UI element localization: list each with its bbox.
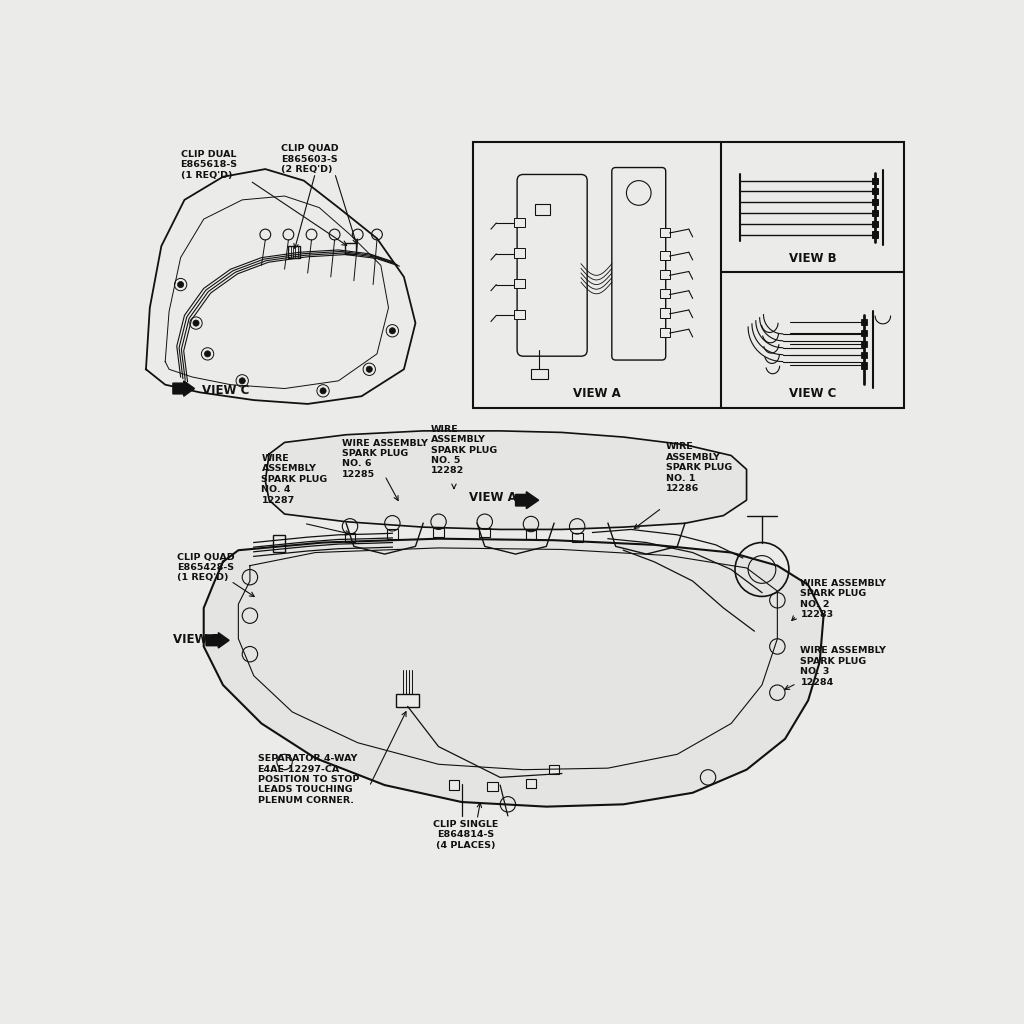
Bar	[860, 330, 866, 336]
Bar	[660, 227, 670, 237]
Bar	[860, 341, 866, 347]
Bar	[571, 532, 583, 542]
Bar	[872, 177, 879, 183]
Circle shape	[177, 282, 183, 288]
Bar	[345, 243, 356, 254]
Bar	[525, 779, 537, 788]
Text: WIRE
ASSEMBLY
SPARK PLUG
NO. 4
12287: WIRE ASSEMBLY SPARK PLUG NO. 4 12287	[261, 454, 328, 505]
Circle shape	[205, 351, 211, 357]
Text: VIEW C: VIEW C	[202, 384, 250, 397]
Circle shape	[367, 367, 373, 373]
Bar	[479, 528, 490, 538]
FancyBboxPatch shape	[611, 168, 666, 360]
Bar	[535, 204, 550, 215]
Bar	[660, 289, 670, 298]
Circle shape	[389, 328, 395, 334]
Bar	[514, 310, 524, 319]
Text: VIEW B: VIEW B	[788, 252, 837, 265]
Bar	[660, 270, 670, 280]
Text: CLIP SINGLE
E864814-S
(4 PLACES): CLIP SINGLE E864814-S (4 PLACES)	[433, 820, 499, 850]
Bar	[660, 251, 670, 260]
Circle shape	[319, 388, 326, 394]
Bar	[473, 142, 904, 408]
Text: CLIP DUAL
E865618-S
(1 REQ'D): CLIP DUAL E865618-S (1 REQ'D)	[180, 150, 238, 179]
Bar	[872, 231, 879, 238]
Text: WIRE ASSEMBLY
SPARK PLUG
NO. 3
12284: WIRE ASSEMBLY SPARK PLUG NO. 3 12284	[801, 646, 887, 687]
Bar	[514, 249, 524, 258]
Bar	[872, 220, 879, 227]
FancyArrow shape	[206, 633, 229, 648]
FancyArrow shape	[515, 492, 539, 509]
Bar	[872, 210, 879, 216]
Bar	[531, 370, 548, 379]
Bar	[525, 530, 537, 540]
Polygon shape	[265, 431, 746, 529]
Text: VIEW C: VIEW C	[790, 387, 837, 400]
Bar	[387, 529, 397, 539]
Bar	[872, 199, 879, 205]
Bar	[860, 351, 866, 357]
Bar	[660, 328, 670, 337]
Bar	[449, 780, 460, 790]
Text: SEPARATOR 4-WAY
E4AE-12297-CA
POSITION TO STOP
LEADS TOUCHING
PLENUM CORNER.: SEPARATOR 4-WAY E4AE-12297-CA POSITION T…	[258, 755, 359, 805]
Bar	[288, 246, 300, 258]
Text: WIRE
ASSEMBLY
SPARK PLUG
NO. 5
12282: WIRE ASSEMBLY SPARK PLUG NO. 5 12282	[431, 425, 497, 475]
FancyArrow shape	[173, 381, 195, 396]
Polygon shape	[204, 539, 823, 807]
Text: WIRE ASSEMBLY
SPARK PLUG
NO. 6
12285: WIRE ASSEMBLY SPARK PLUG NO. 6 12285	[342, 438, 428, 479]
Text: WIRE
ASSEMBLY
SPARK PLUG
NO. 1
12286: WIRE ASSEMBLY SPARK PLUG NO. 1 12286	[666, 442, 732, 493]
Bar	[433, 528, 444, 538]
Bar	[396, 694, 419, 707]
Text: WIRE ASSEMBLY
SPARK PLUG
NO. 2
12283: WIRE ASSEMBLY SPARK PLUG NO. 2 12283	[801, 579, 887, 618]
Text: VIEW B: VIEW B	[173, 633, 220, 645]
Bar	[872, 188, 879, 195]
FancyBboxPatch shape	[517, 174, 587, 356]
Bar	[860, 362, 866, 369]
Circle shape	[193, 319, 199, 327]
Text: VIEW A: VIEW A	[573, 387, 621, 400]
Bar	[487, 782, 498, 792]
Text: VIEW A: VIEW A	[469, 490, 517, 504]
Text: CLIP QUAD
E865428-S
(1 REQ'D): CLIP QUAD E865428-S (1 REQ'D)	[177, 553, 234, 583]
Bar	[514, 280, 524, 289]
Circle shape	[240, 378, 246, 384]
Bar	[549, 765, 559, 774]
Bar	[660, 308, 670, 317]
Bar	[345, 532, 355, 542]
Text: CLIP QUAD
E865603-S
(2 REQ'D): CLIP QUAD E865603-S (2 REQ'D)	[281, 144, 338, 174]
Bar	[860, 319, 866, 326]
Bar	[514, 217, 524, 227]
Bar	[273, 535, 286, 552]
